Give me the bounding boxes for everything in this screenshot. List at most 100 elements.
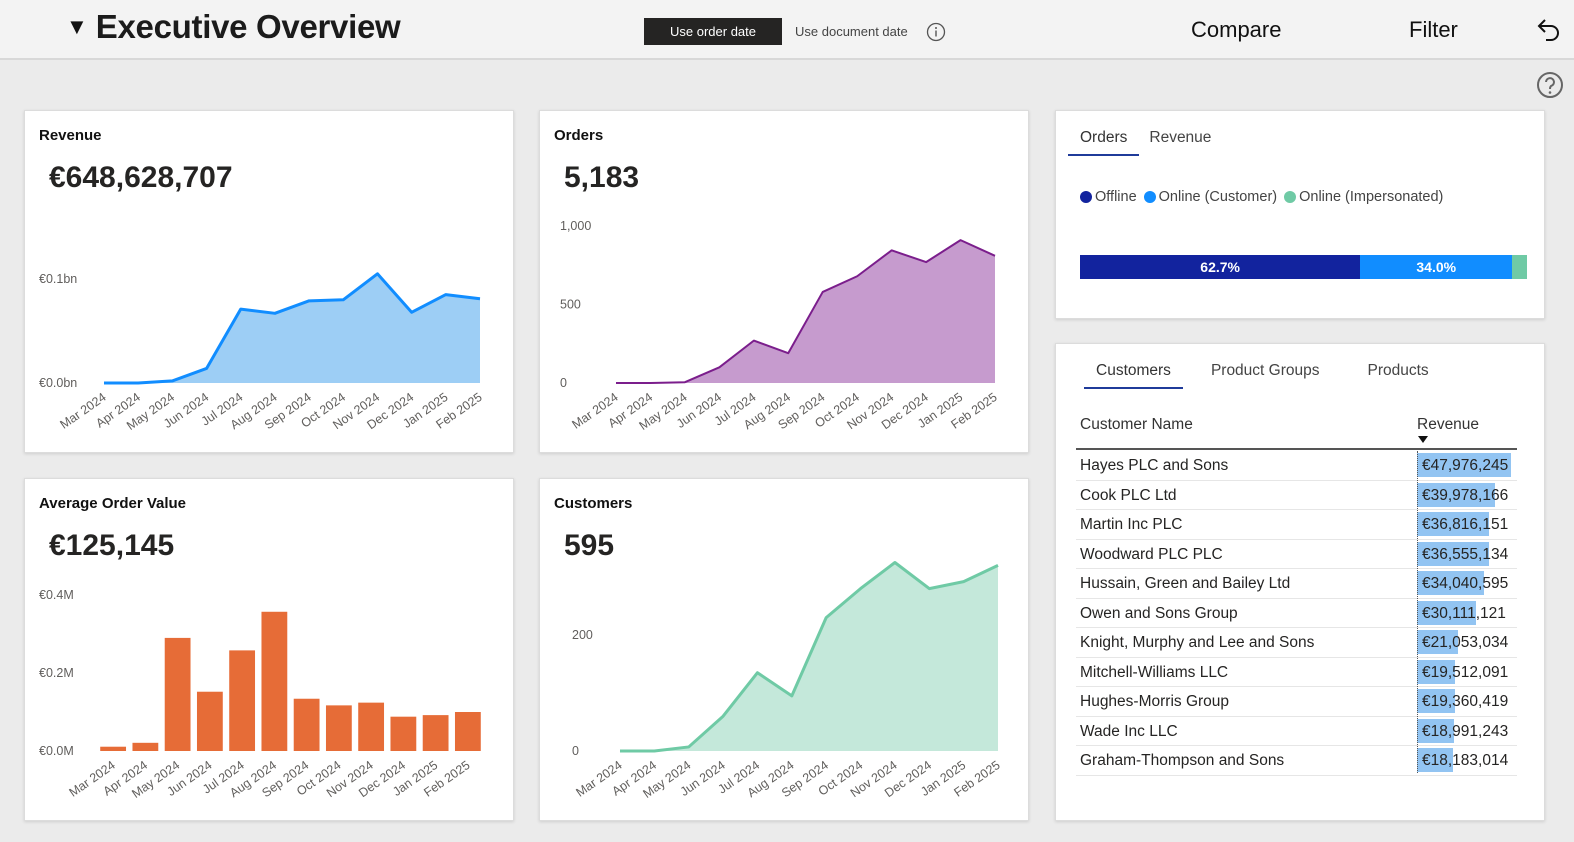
tab-revenue[interactable]: Revenue [1149, 129, 1212, 146]
cell-customer-name: Cook PLC Ltd [1080, 486, 1177, 504]
cell-customer-name: Martin Inc PLC [1080, 516, 1183, 533]
revenue-data-bar [1417, 571, 1484, 595]
series-area [104, 273, 480, 383]
customers-card: Customers 595 0 200 Mar 2024 Apr 2024 May 20… [539, 478, 1029, 821]
bar-aug-2024[interactable] [261, 611, 288, 751]
bar-jul-2024[interactable] [229, 650, 256, 751]
y-tick-label: €0.2M [39, 666, 74, 680]
cell-customer-name: Hussain, Green and Bailey Ltd [1080, 575, 1291, 592]
tab-orders[interactable]: Orders [1067, 129, 1140, 156]
table-row[interactable]: Hussain, Green and Bailey Ltd €34,040,595 [1076, 569, 1517, 599]
bar-sep-2024[interactable] [293, 698, 320, 751]
channel-card: Orders Revenue Offline Online (Customer)… [1055, 110, 1545, 319]
use-document-date-button[interactable]: Use document date [795, 24, 908, 39]
table-row[interactable]: Mitchell-Williams LLC €19,512,091 [1076, 658, 1517, 687]
collapse-caret-icon[interactable]: ▼ [66, 14, 88, 39]
segment-offline[interactable]: 62.7% [1080, 255, 1361, 279]
bar-jan-2025[interactable] [422, 715, 449, 751]
table-row[interactable]: Knight, Murphy and Lee and Sons €21,053,0… [1076, 628, 1517, 658]
revenue-data-bar [1417, 512, 1490, 536]
cell-customer-name: Wade Inc LLC [1080, 722, 1178, 740]
bar-feb-2025[interactable] [454, 712, 481, 751]
table-tabs: Customers Product Groups Products [1084, 362, 1429, 389]
help-icon[interactable] [1536, 71, 1564, 99]
aov-card-title: Average Order Value [39, 495, 187, 512]
y-tick-label: 500 [560, 298, 581, 312]
table-row[interactable]: Cook PLC Ltd €39,978,166 [1076, 481, 1517, 510]
segment-online-customer[interactable]: 34.0% [1360, 255, 1513, 279]
bar-may-2024[interactable] [164, 637, 191, 751]
series-line[interactable] [620, 561, 999, 753]
y-tick-label: 0 [572, 744, 579, 758]
revenue-card: Revenue €648,628,707 €0.0bn €0.1bn Mar 202… [24, 110, 514, 453]
y-tick-label: 200 [572, 628, 593, 642]
table-row[interactable]: Woodward PLC PLC €36,555,134 [1076, 540, 1517, 569]
cell-customer-name: Hayes PLC and Sons [1080, 457, 1229, 474]
legend-item-online-impersonated[interactable]: Online (Impersonated) [1284, 189, 1443, 205]
series-line[interactable] [104, 272, 481, 385]
channel-stacked-bar[interactable]: 62.7% 34.0% [1080, 255, 1527, 279]
cell-revenue: €39,978,166 [1422, 486, 1509, 504]
header-bar: ▼ Executive Overview Use order date Use … [0, 0, 1574, 60]
table-row[interactable]: Martin Inc PLC €36,816,151 [1076, 510, 1517, 540]
orders-card-title: Orders [554, 127, 604, 144]
cell-customer-name: Owen and Sons Group [1080, 604, 1238, 622]
revenue-data-bar [1417, 541, 1489, 566]
use-order-date-button[interactable]: Use order date [644, 18, 782, 45]
aov-card: Average Order Value €125,145 €0.0M €0.2M €… [24, 478, 514, 821]
column-header-customer-name[interactable]: Customer Name [1080, 416, 1193, 433]
legend-dot-online-customer [1143, 191, 1156, 203]
legend-dot-online-impersonated [1284, 191, 1297, 203]
revenue-data-bar [1417, 748, 1453, 772]
legend-item-offline[interactable]: Offline [1080, 189, 1137, 205]
bar-dec-2024[interactable] [390, 716, 417, 751]
bar-mar-2024[interactable] [100, 746, 127, 751]
channel-tabs: Orders Revenue [1067, 129, 1212, 156]
cell-revenue: €19,512,091 [1422, 663, 1509, 681]
revenue-card-title: Revenue [39, 127, 102, 144]
bar-nov-2024[interactable] [358, 702, 385, 751]
y-tick-label: €0.0bn [39, 376, 77, 390]
series-area [616, 240, 995, 383]
revenue-data-bar [1417, 689, 1455, 713]
bar-oct-2024[interactable] [325, 705, 352, 751]
column-header-revenue[interactable]: Revenue [1417, 416, 1480, 433]
undo-icon[interactable] [1536, 16, 1562, 42]
cell-revenue: €18,183,014 [1422, 752, 1509, 769]
channel-legend: Offline Online (Customer) Online (Impers… [1080, 189, 1450, 205]
revenue-data-bar [1417, 718, 1455, 743]
table-header: Customer Name Revenue [1076, 416, 1517, 450]
legend-item-online-customer[interactable]: Online (Customer) [1143, 189, 1277, 205]
cell-revenue: €19,360,419 [1422, 693, 1509, 710]
tab-product-groups[interactable]: Product Groups [1210, 362, 1320, 379]
compare-button[interactable]: Compare [1191, 17, 1282, 42]
table-row[interactable]: Hayes PLC and Sons €47,976,245 [1076, 451, 1517, 481]
filter-button[interactable]: Filter [1409, 17, 1458, 42]
table-row[interactable]: Wade Inc LLC €18,991,243 [1076, 717, 1517, 746]
cell-customer-name: Hughes-Morris Group [1080, 693, 1230, 710]
cell-revenue: €18,991,243 [1422, 722, 1509, 740]
tab-customers[interactable]: Customers [1084, 362, 1183, 389]
bar-apr-2024[interactable] [132, 742, 159, 751]
series-line[interactable] [616, 239, 996, 384]
cell-customer-name: Graham-Thompson and Sons [1080, 752, 1285, 769]
info-icon[interactable] [926, 22, 946, 42]
table-row[interactable]: Graham-Thompson and Sons €18,183,014 [1076, 746, 1517, 776]
segment-online-impersonated[interactable] [1512, 255, 1527, 279]
revenue-data-bar [1417, 659, 1456, 684]
bar-jun-2024[interactable] [196, 691, 223, 751]
revenue-data-bar [1417, 453, 1511, 477]
revenue-data-bar [1417, 482, 1496, 507]
tab-products[interactable]: Products [1367, 362, 1429, 379]
table-row[interactable]: Owen and Sons Group €30,111,121 [1076, 599, 1517, 628]
y-tick-label: 0 [560, 376, 567, 390]
page-title-group: ▼ Executive Overview [66, 8, 401, 46]
legend-dot-offline [1080, 191, 1092, 203]
table-row[interactable]: Hughes-Morris Group €19,360,419 [1076, 687, 1517, 717]
orders-total-value: 5,183 [564, 161, 640, 194]
legend-label-offline: Offline [1095, 189, 1137, 205]
